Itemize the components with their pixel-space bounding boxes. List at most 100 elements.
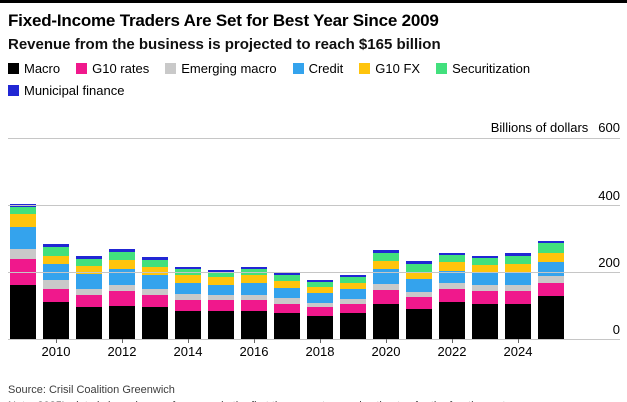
segment-g10-fx bbox=[142, 267, 168, 276]
segment-g10-rates bbox=[208, 300, 234, 311]
legend-swatch-g10-fx bbox=[359, 63, 371, 74]
segment-emerging-macro bbox=[340, 299, 366, 304]
x-tick-label-2022: 2022 bbox=[437, 344, 467, 359]
segment-securitization bbox=[538, 243, 564, 253]
x-tick-mark-2020 bbox=[386, 339, 387, 343]
segment-macro bbox=[373, 303, 399, 339]
segment-g10-rates bbox=[76, 295, 102, 308]
segment-macro bbox=[340, 312, 366, 339]
segment-securitization bbox=[472, 258, 498, 265]
segment-securitization bbox=[142, 260, 168, 268]
legend-item-g10-fx: G10 FX bbox=[359, 61, 420, 76]
segment-credit bbox=[142, 275, 168, 289]
bar-2021 bbox=[406, 261, 432, 339]
segment-emerging-macro bbox=[43, 280, 69, 289]
bar-2017 bbox=[274, 273, 300, 339]
segment-macro bbox=[274, 312, 300, 339]
segment-securitization bbox=[274, 275, 300, 282]
legend-label: G10 FX bbox=[375, 61, 421, 76]
segment-emerging-macro bbox=[109, 284, 135, 292]
segment-emerging-macro bbox=[472, 285, 498, 292]
bar-2022 bbox=[439, 252, 465, 339]
segment-macro bbox=[175, 310, 201, 339]
legend-swatch-credit bbox=[292, 63, 304, 74]
segment-g10-rates bbox=[175, 300, 201, 311]
legend-item-municipal-finance: Municipal finance bbox=[8, 83, 124, 98]
segment-g10-fx bbox=[472, 265, 498, 274]
segment-macro bbox=[241, 310, 267, 339]
legend-item-macro: Macro bbox=[8, 61, 60, 76]
legend-item-g10-rates: G10 rates bbox=[76, 61, 149, 76]
segment-macro bbox=[10, 285, 36, 339]
segment-credit bbox=[307, 293, 333, 303]
x-tick-label-2014: 2014 bbox=[173, 344, 203, 359]
segment-macro bbox=[538, 296, 564, 339]
segment-g10-fx bbox=[505, 264, 531, 273]
segment-securitization bbox=[10, 207, 36, 215]
legend-swatch-macro bbox=[8, 63, 19, 74]
x-tick-label-2012: 2012 bbox=[107, 344, 137, 359]
segment-g10-fx bbox=[340, 283, 366, 290]
segment-credit bbox=[373, 269, 399, 285]
segment-g10-fx bbox=[373, 260, 399, 270]
y-tick-label-0: 0 bbox=[612, 322, 620, 337]
x-tick-mark-2010 bbox=[56, 339, 57, 343]
segment-municipal-finance bbox=[142, 257, 168, 260]
segment-emerging-macro bbox=[175, 294, 201, 301]
x-tick-label-2016: 2016 bbox=[239, 344, 269, 359]
legend: Macro G10 rates Emerging macro Credit G10 FX… bbox=[8, 61, 592, 98]
segment-g10-fx bbox=[109, 260, 135, 269]
bar-2011 bbox=[76, 256, 102, 339]
bar-2013 bbox=[142, 257, 168, 339]
segment-credit bbox=[406, 278, 432, 293]
bar-2019 bbox=[340, 275, 366, 339]
segment-emerging-macro bbox=[10, 248, 36, 260]
segment-securitization bbox=[505, 255, 531, 264]
segment-securitization bbox=[43, 247, 69, 256]
segment-municipal-finance bbox=[241, 267, 267, 270]
segment-emerging-macro bbox=[307, 302, 333, 308]
segment-credit bbox=[538, 261, 564, 277]
segment-credit bbox=[340, 289, 366, 300]
segment-g10-rates bbox=[472, 291, 498, 304]
bar-2024 bbox=[505, 252, 531, 339]
segment-securitization bbox=[307, 282, 333, 288]
segment-g10-rates bbox=[538, 282, 564, 297]
segment-emerging-macro bbox=[142, 288, 168, 296]
legend-swatch-g10-rates bbox=[76, 63, 88, 74]
gridline-400 bbox=[8, 205, 620, 206]
segment-macro bbox=[208, 310, 234, 339]
segment-macro bbox=[307, 315, 333, 339]
segment-emerging-macro bbox=[76, 288, 102, 296]
x-tick-mark-2018 bbox=[320, 339, 321, 343]
y-axis-max-label: 600 bbox=[598, 120, 620, 135]
y-tick-label-200: 200 bbox=[598, 255, 620, 270]
segment-g10-fx bbox=[10, 214, 36, 227]
segment-municipal-finance bbox=[538, 240, 564, 244]
bar-2016 bbox=[241, 267, 267, 339]
x-tick-mark-2016 bbox=[254, 339, 255, 343]
legend-label: Securitization bbox=[452, 61, 531, 76]
x-tick-mark-2022 bbox=[452, 339, 453, 343]
note-line: Note: 2025's data is based on performanc… bbox=[8, 399, 619, 402]
segment-g10-rates bbox=[43, 288, 69, 303]
bar-2015 bbox=[208, 270, 234, 339]
bar-2023 bbox=[472, 255, 498, 339]
segment-credit bbox=[76, 273, 102, 289]
segment-securitization bbox=[109, 251, 135, 261]
segment-emerging-macro bbox=[439, 282, 465, 289]
segment-macro bbox=[142, 307, 168, 339]
segment-municipal-finance bbox=[43, 243, 69, 248]
segment-municipal-finance bbox=[373, 249, 399, 253]
x-tick-label-2024: 2024 bbox=[503, 344, 533, 359]
bar-2025 bbox=[538, 240, 564, 339]
segment-municipal-finance bbox=[406, 261, 432, 264]
segment-macro bbox=[505, 303, 531, 339]
segment-g10-fx bbox=[241, 275, 267, 284]
segment-credit bbox=[439, 271, 465, 283]
segment-g10-rates bbox=[373, 290, 399, 304]
segment-credit bbox=[505, 272, 531, 286]
segment-macro bbox=[439, 302, 465, 339]
segment-municipal-finance bbox=[208, 270, 234, 273]
